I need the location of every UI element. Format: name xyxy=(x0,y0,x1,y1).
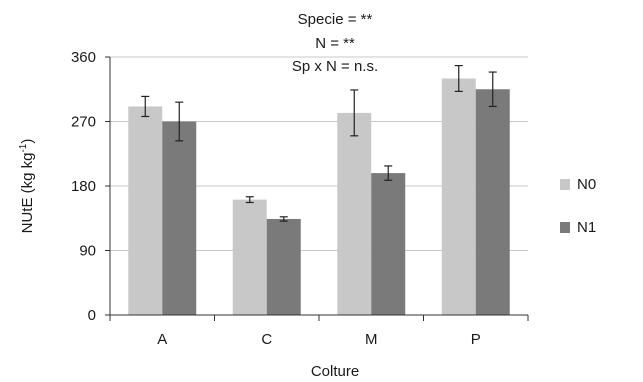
y-tick-label: 270 xyxy=(71,114,96,131)
y-axis-title-main: NUtE (kg kg xyxy=(19,153,36,234)
y-tick-label: 360 xyxy=(71,49,96,66)
stat-line-interaction: Sp x N = n.s. xyxy=(292,58,378,75)
bar-n0-p xyxy=(441,78,476,315)
y-tick-label: 90 xyxy=(79,243,96,260)
y-axis-title: NUtE (kg kg-1) xyxy=(18,139,36,234)
x-category-label: P xyxy=(471,331,481,348)
bar-n0-a xyxy=(128,106,163,315)
bar-n1-c xyxy=(266,218,301,315)
y-tick-labels: 0 90 180 270 360 xyxy=(71,49,110,324)
legend-swatch-n1 xyxy=(560,222,570,233)
y-axis-title-close: ) xyxy=(19,139,36,144)
error-bars xyxy=(141,64,497,222)
x-category-label: C xyxy=(261,331,272,348)
bar-n1-a xyxy=(162,121,197,315)
bar-n1-m xyxy=(371,173,406,315)
stat-line-nitrogen: N = ** xyxy=(315,35,355,52)
x-category-label: M xyxy=(365,331,378,348)
bar-n0-m xyxy=(337,112,372,316)
y-axis-title-sup: -1 xyxy=(18,143,29,152)
x-axis-title: Colture xyxy=(311,363,359,380)
chart-title: Specie = ** N = ** Sp x N = n.s. xyxy=(292,11,378,75)
bars xyxy=(128,78,510,316)
legend: N0 N1 xyxy=(560,176,596,236)
legend-label-n0: N0 xyxy=(577,176,596,193)
stat-line-species: Specie = ** xyxy=(298,11,373,28)
x-category-label: A xyxy=(157,331,167,348)
legend-label-n1: N1 xyxy=(577,219,596,236)
legend-swatch-n0 xyxy=(560,179,570,190)
y-tick-label: 180 xyxy=(71,178,96,195)
bar-n1-p xyxy=(475,89,510,315)
y-tick-label: 0 xyxy=(88,307,96,324)
bar-n0-c xyxy=(232,199,267,315)
